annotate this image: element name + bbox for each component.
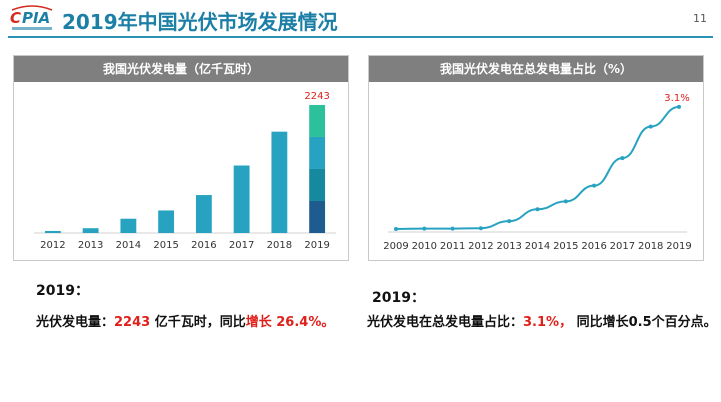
data-point [677, 104, 681, 109]
data-point [422, 226, 427, 231]
left-note-mid: 亿千瓦时，同比 [150, 315, 246, 330]
left-note-prefix: 光伏发电量： [36, 315, 115, 330]
data-point [620, 156, 625, 161]
right-note-suffix: 同比增长0.5个百分点。 [572, 315, 717, 330]
header-divider [8, 36, 713, 38]
share-line-chart: 2009 2010 2011 2012 2013 2014 2015 2016 2017 2018… [369, 82, 703, 260]
share-line-svg: 2009 2010 2011 2012 2013 2014 2015 2016 2017 2018… [383, 93, 691, 252]
left-note-growth: 增长 26.4%。 [245, 315, 335, 330]
data-label: 2243 [304, 91, 329, 102]
x-tick-label: 2013 [78, 240, 103, 251]
data-point [450, 226, 455, 231]
x-tick-label: 2015 [553, 241, 578, 252]
x-tick-label: 2016 [581, 241, 606, 252]
x-tick-label: 2009 [383, 241, 408, 252]
x-tick-label: 2013 [496, 241, 521, 252]
x-tick-label: 2015 [153, 240, 178, 251]
bar-segment [309, 168, 326, 201]
left-note-year: 2019： [36, 283, 89, 299]
page-header: C PIA 2019年中国光伏市场发展情况 11 [0, 0, 721, 38]
page-title: 2019年中国光伏市场发展情况 [62, 10, 338, 34]
bar [233, 165, 250, 233]
bar [271, 131, 288, 233]
generation-bar-svg: 2012 2013 2014 2015 2016 2017 2018 2019 2243 [34, 91, 336, 251]
share-chart-panel: 我国光伏发电在总发电量占比（%） 2009 2010 2011 2012 2013 201… [368, 55, 704, 261]
x-tick-label: 2012 [468, 241, 493, 252]
svg-text:C: C [10, 9, 21, 27]
generation-chart-panel: 我国光伏发电量（亿千瓦时） 2012 2013 2014 2015 2016 2017 20… [13, 55, 349, 261]
x-tick-label: 2014 [116, 240, 141, 251]
data-point [394, 227, 398, 231]
generation-chart-title: 我国光伏发电量（亿千瓦时） [14, 56, 348, 82]
data-label: 3.1% [664, 93, 689, 104]
bar-segment [309, 200, 326, 233]
data-point [563, 199, 568, 204]
left-note: 光伏发电量：2243 亿千瓦时，同比增长 26.4%。 [36, 311, 334, 330]
data-point [592, 183, 597, 188]
x-tick-label: 2018 [638, 241, 663, 252]
right-note-year: 2019： [372, 290, 425, 306]
bar [82, 228, 99, 233]
bar-segment [309, 104, 326, 137]
x-tick-label: 2019 [304, 240, 329, 251]
x-tick-label: 2012 [40, 240, 65, 251]
data-point [648, 124, 653, 129]
svg-text:PIA: PIA [22, 9, 50, 27]
data-point [478, 226, 483, 231]
bar [158, 210, 175, 233]
share-chart-title: 我国光伏发电在总发电量占比（%） [369, 56, 703, 82]
x-tick-label: 2014 [525, 241, 550, 252]
bar [195, 195, 212, 233]
right-note: 光伏发电在总发电量占比：3.1%， 同比增长0.5个百分点。 [367, 311, 717, 330]
x-tick-label: 2016 [191, 240, 216, 251]
x-tick-label: 2017 [610, 241, 635, 252]
bar [120, 218, 137, 233]
right-note-value: 3.1%， [523, 315, 573, 330]
right-note-prefix: 光伏发电在总发电量占比： [367, 315, 524, 330]
left-note-value: 2243 [114, 315, 151, 330]
x-tick-label: 2017 [229, 240, 254, 251]
cpia-logo: C PIA [8, 4, 56, 34]
bar [44, 230, 61, 233]
x-tick-label: 2010 [412, 241, 437, 252]
data-point [535, 207, 540, 212]
bar-segment [309, 136, 326, 169]
data-point [507, 219, 512, 224]
page-number: 11 [693, 12, 707, 25]
x-tick-label: 2018 [267, 240, 292, 251]
generation-bar-chart: 2012 2013 2014 2015 2016 2017 2018 2019 2243 [14, 82, 348, 260]
x-tick-label: 2019 [666, 241, 691, 252]
x-tick-label: 2011 [440, 241, 465, 252]
